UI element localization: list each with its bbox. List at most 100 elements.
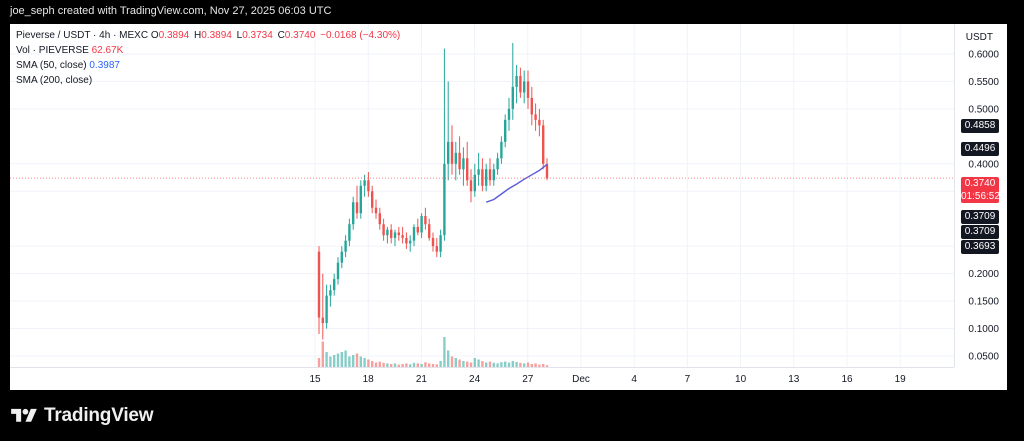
candle[interactable] [515,64,518,104]
legend-sma50[interactable]: SMA (50, close) 0.3987 [16,60,120,71]
volume-bar [458,359,461,367]
candle[interactable] [424,207,427,230]
volume-bar [367,359,370,367]
candle[interactable] [466,141,469,186]
candle-body [504,119,507,142]
candle[interactable] [359,180,362,219]
candle-body [355,202,359,214]
candle[interactable] [390,224,393,244]
candle[interactable] [488,158,492,186]
candle[interactable] [496,152,499,175]
candle[interactable] [523,70,526,104]
candle[interactable] [344,235,347,258]
volume-bar [542,364,545,367]
volume-bar [344,350,347,367]
candle[interactable] [374,199,378,219]
legend-symbol[interactable]: Pieverse / USDT · 4h · MEXC [16,30,149,41]
candle[interactable] [492,163,495,186]
chart-panel[interactable]: 0.60000.55000.50000.40000.35000.25000.20… [10,24,1007,390]
candle[interactable] [511,42,514,120]
legend-open: 0.3894 [158,30,190,41]
volume-bar [336,353,340,367]
bar-countdown: 01:56:52 [961,191,1000,202]
candle-body [469,180,473,192]
candle[interactable] [352,196,355,230]
candle-body [481,169,484,186]
candle[interactable] [469,169,473,203]
candle[interactable] [378,207,381,230]
candle[interactable] [526,70,530,109]
candle[interactable] [500,136,503,164]
candle[interactable] [450,125,454,175]
candle[interactable] [348,218,351,247]
legend-sma50-label[interactable]: SMA (50, close) [16,60,87,71]
candle[interactable] [534,103,537,131]
candle[interactable] [367,172,370,197]
volume-bar [530,364,533,367]
candle-body [371,191,374,208]
candle[interactable] [538,108,541,137]
candle[interactable] [409,235,412,252]
legend-volume[interactable]: Vol · PIEVERSE 62.67K [16,45,123,56]
candle[interactable] [317,246,321,335]
candle[interactable] [473,163,476,197]
candle-body [431,237,435,247]
candle[interactable] [336,257,340,285]
candle[interactable] [416,218,419,236]
candle[interactable] [329,284,332,307]
candle[interactable] [485,163,488,192]
price-chart[interactable]: 0.60000.55000.50000.40000.35000.25000.20… [10,24,1007,390]
candle[interactable] [321,273,324,340]
candle[interactable] [412,224,416,247]
volume-bar [435,364,438,367]
legend-volume-label[interactable]: Vol · PIEVERSE [16,45,89,56]
volume-bar [447,350,450,367]
volume-bar [462,361,465,367]
candle[interactable] [393,229,397,247]
candle[interactable] [454,141,457,181]
legend-ohlc[interactable]: Pieverse / USDT · 4h · MEXC O0.3894 H0.3… [16,30,400,41]
candle[interactable] [397,226,400,241]
candle[interactable] [431,232,435,252]
candle[interactable] [519,67,522,98]
candle[interactable] [481,158,484,192]
candle[interactable] [420,213,423,238]
candle[interactable] [386,226,389,244]
candle[interactable] [477,152,480,186]
candle[interactable] [545,158,549,181]
volume-bar [325,352,328,367]
candle-body [412,226,416,241]
candle[interactable] [458,136,461,175]
candle-body [545,163,549,179]
candle-body [333,279,336,291]
candle[interactable] [333,273,336,296]
candle[interactable] [382,218,385,241]
candle-body [454,152,457,164]
candle[interactable] [439,229,442,258]
candle-body [473,174,476,192]
legend-sma200[interactable]: SMA (200, close) [16,75,92,86]
candle[interactable] [447,81,450,181]
legend-sma200-label[interactable]: SMA (200, close) [16,75,93,86]
candle-body [390,229,393,238]
candle[interactable] [507,97,511,131]
time-tick-label: 24 [469,374,481,385]
candle[interactable] [405,232,408,249]
candle-body [530,97,533,115]
candle[interactable] [504,114,507,148]
time-tick-label: Dec [572,374,590,385]
candle[interactable] [462,147,465,186]
candle[interactable] [401,226,404,244]
candle[interactable] [340,246,343,269]
candle[interactable] [530,86,533,126]
candle[interactable] [355,185,359,219]
candle[interactable] [428,218,431,241]
volume-bar [526,362,530,367]
candle[interactable] [325,284,328,329]
volume-bar [355,353,359,367]
candle[interactable] [443,48,446,241]
candle[interactable] [435,237,438,258]
candle-body [378,213,381,225]
candle[interactable] [371,185,374,214]
candle[interactable] [542,119,545,170]
